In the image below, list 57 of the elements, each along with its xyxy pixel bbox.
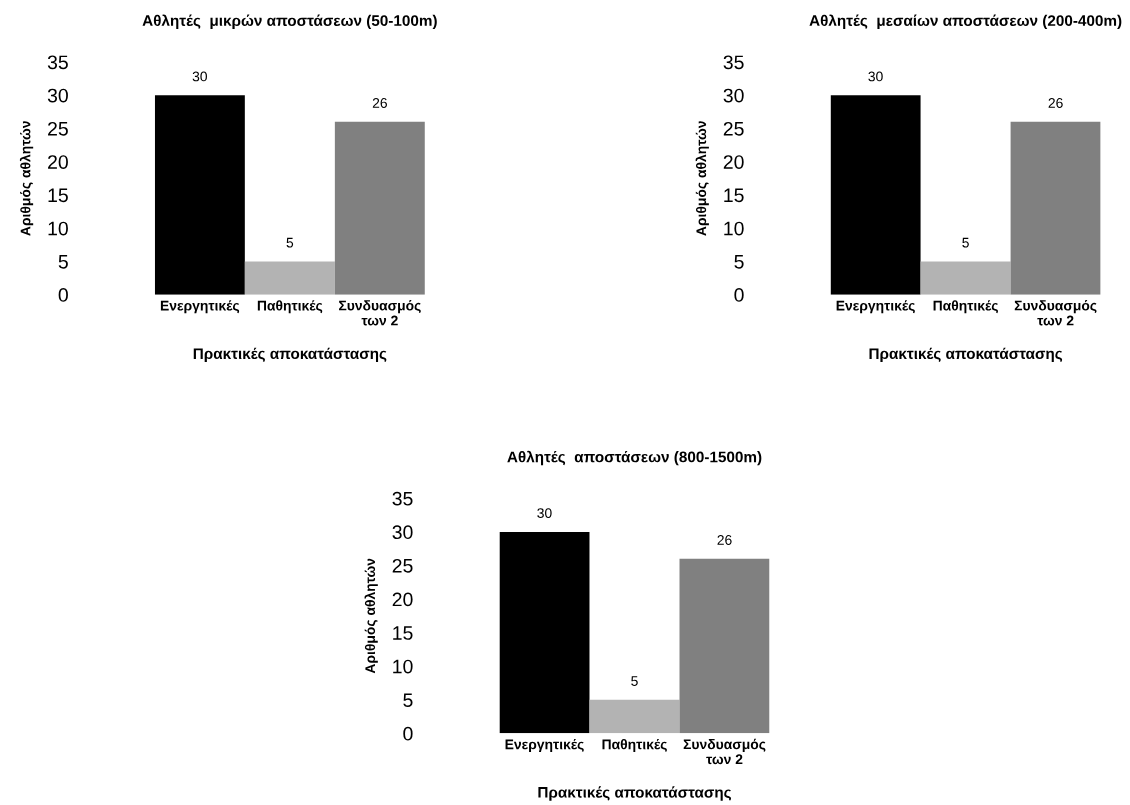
data-label: 26: [717, 535, 732, 545]
bar: [334, 121, 425, 295]
x-tick-label: Συνδυασμός των 2: [683, 738, 766, 765]
y-axis-title: Αριθμός αθλητών: [364, 558, 378, 674]
y-tick-label: 25: [723, 121, 744, 136]
y-tick-label: 25: [48, 121, 68, 136]
chart-title: Αθλητές αποστάσεων (800-1500m): [507, 450, 762, 466]
data-label: 26: [1048, 98, 1063, 108]
x-tick-label: Παθητικές: [933, 300, 998, 314]
y-tick-label: 35: [47, 55, 68, 70]
x-axis-title: Πρακτικές αποκατάστασης: [193, 347, 387, 363]
bar: [589, 699, 680, 734]
y-tick-label: 20: [392, 592, 413, 607]
x-tick-label: Ενεργητικές: [505, 738, 584, 753]
x-tick-label: Παθητικές: [257, 300, 323, 314]
chart-title: Αθλητές μεσαίων αποστάσεων (200-400m): [809, 14, 1122, 30]
y-axis-title: Αριθμός αθλητών: [19, 121, 34, 236]
y-tick-label: 5: [403, 693, 413, 708]
y-tick-label: 20: [723, 155, 744, 169]
y-tick-label: 15: [48, 188, 68, 203]
x-tick-label: Ενεργητικές: [160, 300, 240, 314]
bar: [679, 558, 770, 734]
x-tick-label: Ενεργητικές: [836, 300, 915, 314]
x-tick-label: Συνδυασμός των 2: [339, 300, 421, 326]
y-tick-label: 5: [734, 255, 744, 269]
y-tick-label: 30: [47, 88, 68, 103]
x-tick-label: Συνδυασμός των 2: [1014, 300, 1097, 326]
y-tick-label: 0: [58, 288, 68, 302]
y-tick-label: 20: [48, 155, 68, 169]
y-axis-title: Αριθμός αθλητών: [695, 121, 709, 236]
chart-title: Αθλητές μικρών αποστάσεων (50-100m): [142, 14, 437, 30]
x-axis-title: Πρακτικές αποκατάστασης: [538, 786, 731, 801]
data-label: 30: [868, 71, 883, 82]
y-tick-label: 30: [723, 88, 744, 103]
y-tick-label: 35: [392, 491, 413, 506]
y-tick-label: 25: [392, 558, 413, 573]
data-label: 5: [286, 237, 294, 248]
data-label: 30: [192, 71, 207, 82]
y-tick-label: 10: [393, 659, 413, 674]
data-label: 5: [962, 237, 969, 248]
bar: [1010, 121, 1101, 295]
y-tick-label: 15: [724, 188, 744, 203]
x-axis-title: Πρακτικές αποκατάστασης: [869, 347, 1063, 363]
bar: [244, 261, 335, 295]
y-tick-label: 10: [724, 221, 744, 236]
y-tick-label: 0: [734, 288, 744, 302]
bar: [920, 261, 1011, 295]
y-tick-label: 10: [48, 221, 68, 236]
x-tick-label: Παθητικές: [602, 738, 667, 753]
y-tick-label: 35: [723, 55, 744, 70]
data-label: 26: [372, 98, 387, 108]
data-label: 30: [537, 508, 552, 519]
y-tick-label: 5: [58, 255, 68, 269]
y-tick-label: 30: [392, 525, 413, 540]
y-tick-label: 15: [393, 626, 413, 640]
y-tick-label: 0: [403, 726, 413, 741]
data-label: 5: [631, 676, 638, 686]
